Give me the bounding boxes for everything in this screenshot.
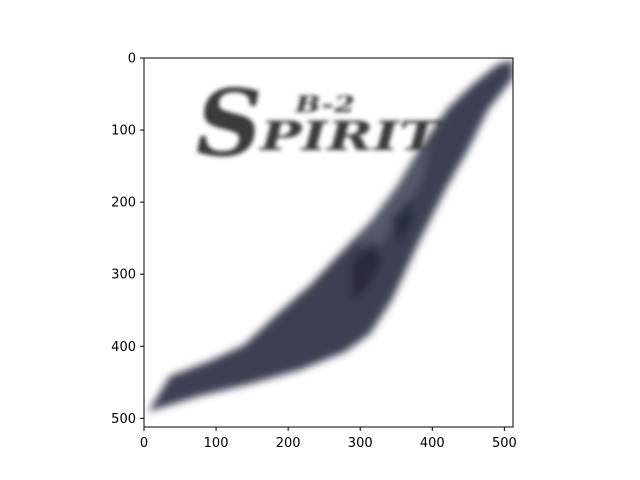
axes-frame	[143, 57, 514, 428]
y-tick-label: 200	[111, 196, 136, 211]
y-tick-label: 300	[111, 268, 136, 283]
x-tick-label: 500	[492, 436, 517, 451]
image-content: S PIRIT B-2	[148, 60, 513, 412]
x-tick-label: 0	[140, 436, 148, 451]
x-tick-label: 300	[348, 436, 373, 451]
x-axis: 0 100 200 300 400 500	[140, 427, 517, 451]
aircraft-highlight	[358, 140, 432, 255]
logo-big-s: S	[196, 69, 262, 177]
y-tick-label: 0	[128, 52, 136, 67]
x-tick-label: 200	[276, 436, 301, 451]
logo-prefix: B-2	[294, 92, 355, 118]
y-tick-label: 100	[111, 124, 136, 139]
aircraft-intake-2	[390, 198, 414, 244]
x-tick-label: 400	[420, 436, 445, 451]
y-axis: 0 100 200 300 400 500	[111, 52, 144, 427]
y-tick-label: 500	[111, 412, 136, 427]
logo-word: PIRIT	[259, 113, 445, 160]
logo-graphic: S PIRIT B-2	[196, 69, 444, 177]
x-tick-label: 100	[204, 436, 229, 451]
aircraft-shape	[148, 60, 513, 412]
y-tick-label: 400	[111, 340, 136, 355]
aircraft-intake	[352, 240, 382, 300]
aircraft-body	[148, 60, 513, 412]
